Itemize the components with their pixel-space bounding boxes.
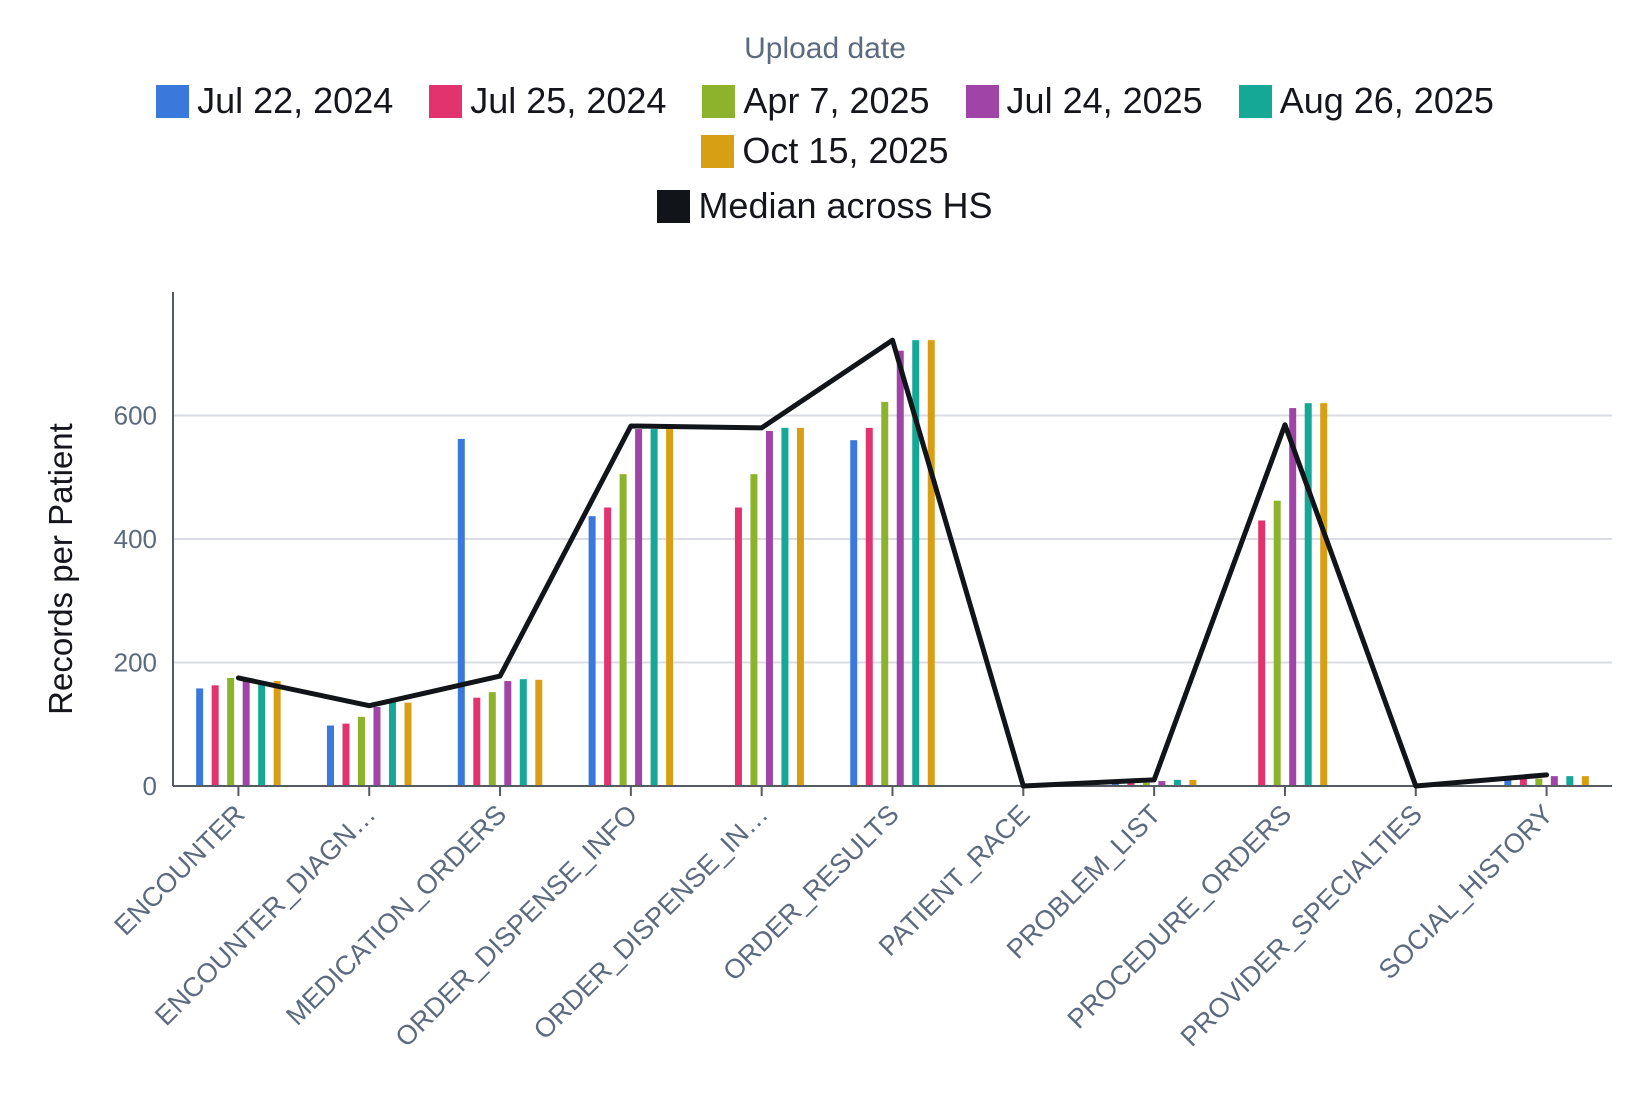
bar xyxy=(388,699,396,786)
x-tick-label: ORDER_DISPENSE_INFO xyxy=(390,799,644,1053)
bar xyxy=(258,682,266,786)
x-tick-label: ENCOUNTER xyxy=(109,799,251,941)
bar xyxy=(1289,408,1297,786)
legend-item-jul-25-2024[interactable]: Jul 25, 2024 xyxy=(429,80,666,122)
bar xyxy=(881,401,889,786)
legend-label: Jul 25, 2024 xyxy=(470,80,667,121)
bar xyxy=(1304,403,1312,786)
bar xyxy=(896,350,904,786)
bar xyxy=(1127,782,1135,786)
legend-label: Jul 22, 2024 xyxy=(197,80,394,121)
legend-label: Aug 26, 2025 xyxy=(1279,80,1494,121)
bar xyxy=(912,340,920,786)
y-tick-label: 200 xyxy=(114,648,157,678)
bar xyxy=(865,427,873,786)
x-tick-label: PROVIDER_SPECIALTIES xyxy=(1175,799,1428,1052)
legend-swatch xyxy=(702,84,736,118)
legend-item-jul-22-2024[interactable]: Jul 22, 2024 xyxy=(156,80,393,122)
bar xyxy=(504,681,512,786)
bar xyxy=(650,429,658,786)
bar xyxy=(404,702,412,786)
bar xyxy=(796,427,804,786)
bar xyxy=(666,429,674,786)
bar xyxy=(927,340,935,786)
legend-item-median[interactable]: Median across HS xyxy=(657,185,993,227)
bar xyxy=(1158,781,1166,786)
bar xyxy=(781,427,789,786)
bar xyxy=(1550,776,1558,786)
bar xyxy=(1273,500,1281,786)
legend-label: Median across HS xyxy=(698,185,993,226)
bar xyxy=(196,688,204,786)
bar xyxy=(535,679,543,786)
bar xyxy=(457,438,465,786)
legend-item-apr-7-2025[interactable]: Apr 7, 2025 xyxy=(702,80,930,122)
bar xyxy=(1258,520,1266,786)
legend-item-oct-15-2025[interactable]: Oct 15, 2025 xyxy=(701,130,949,172)
bar xyxy=(850,440,858,786)
median-line xyxy=(235,337,1550,789)
legend-row-2: Oct 15, 2025 xyxy=(0,130,1650,172)
legend-label: Apr 7, 2025 xyxy=(743,80,930,121)
bar xyxy=(734,507,742,786)
y-tick-label: 0 xyxy=(143,771,157,801)
bar xyxy=(765,430,773,786)
legend-label: Oct 15, 2025 xyxy=(742,130,949,171)
bar xyxy=(519,679,527,786)
bar xyxy=(211,685,219,786)
y-tick-label: 600 xyxy=(114,401,157,431)
bar xyxy=(1535,778,1543,786)
bar xyxy=(1189,779,1197,786)
bar xyxy=(1566,776,1574,786)
bar xyxy=(1581,776,1589,786)
bar xyxy=(373,706,381,786)
legend-swatch xyxy=(965,84,999,118)
legend-swatch xyxy=(657,189,691,223)
bar xyxy=(342,723,350,786)
bar xyxy=(357,716,365,786)
bar xyxy=(635,429,643,786)
bar xyxy=(473,697,481,786)
bar xyxy=(273,681,281,786)
x-tick-label: MEDICATION_ORDERS xyxy=(280,799,512,1031)
legend-item-jul-24-2025[interactable]: Jul 24, 2025 xyxy=(965,80,1203,122)
bar xyxy=(326,725,334,786)
bar xyxy=(1519,778,1527,786)
bar xyxy=(588,516,596,786)
bar xyxy=(242,679,250,786)
bar xyxy=(604,507,612,786)
bar xyxy=(1173,779,1181,786)
bar xyxy=(750,474,758,786)
x-tick-label: PROCEDURE_ORDERS xyxy=(1062,799,1298,1035)
legend-swatch xyxy=(701,134,735,168)
bar xyxy=(227,677,235,786)
x-tick-label: ENCOUNTER_DIAGN… xyxy=(149,799,381,1031)
y-axis-label: Records per Patient xyxy=(42,423,79,715)
legend-item-aug-26-2025[interactable]: Aug 26, 2025 xyxy=(1238,80,1494,122)
bar xyxy=(1320,403,1328,786)
bar xyxy=(619,474,627,786)
legend-title: Upload date xyxy=(744,32,906,65)
legend-row-3: Median across HS xyxy=(0,185,1650,227)
legend-swatch xyxy=(1238,84,1272,118)
bar xyxy=(488,692,496,786)
y-tick-label: 400 xyxy=(114,524,157,554)
legend-label: Jul 24, 2025 xyxy=(1006,80,1203,121)
legend-swatch xyxy=(156,84,190,118)
x-tick-label: ORDER_DISPENSE_IN… xyxy=(528,799,774,1045)
legend-row-1: Jul 22, 2024 Jul 25, 2024 Apr 7, 2025 Ju… xyxy=(0,80,1650,122)
bar xyxy=(1142,782,1150,786)
legend-swatch xyxy=(429,84,463,118)
bar xyxy=(1111,782,1119,786)
bar xyxy=(1504,778,1512,786)
